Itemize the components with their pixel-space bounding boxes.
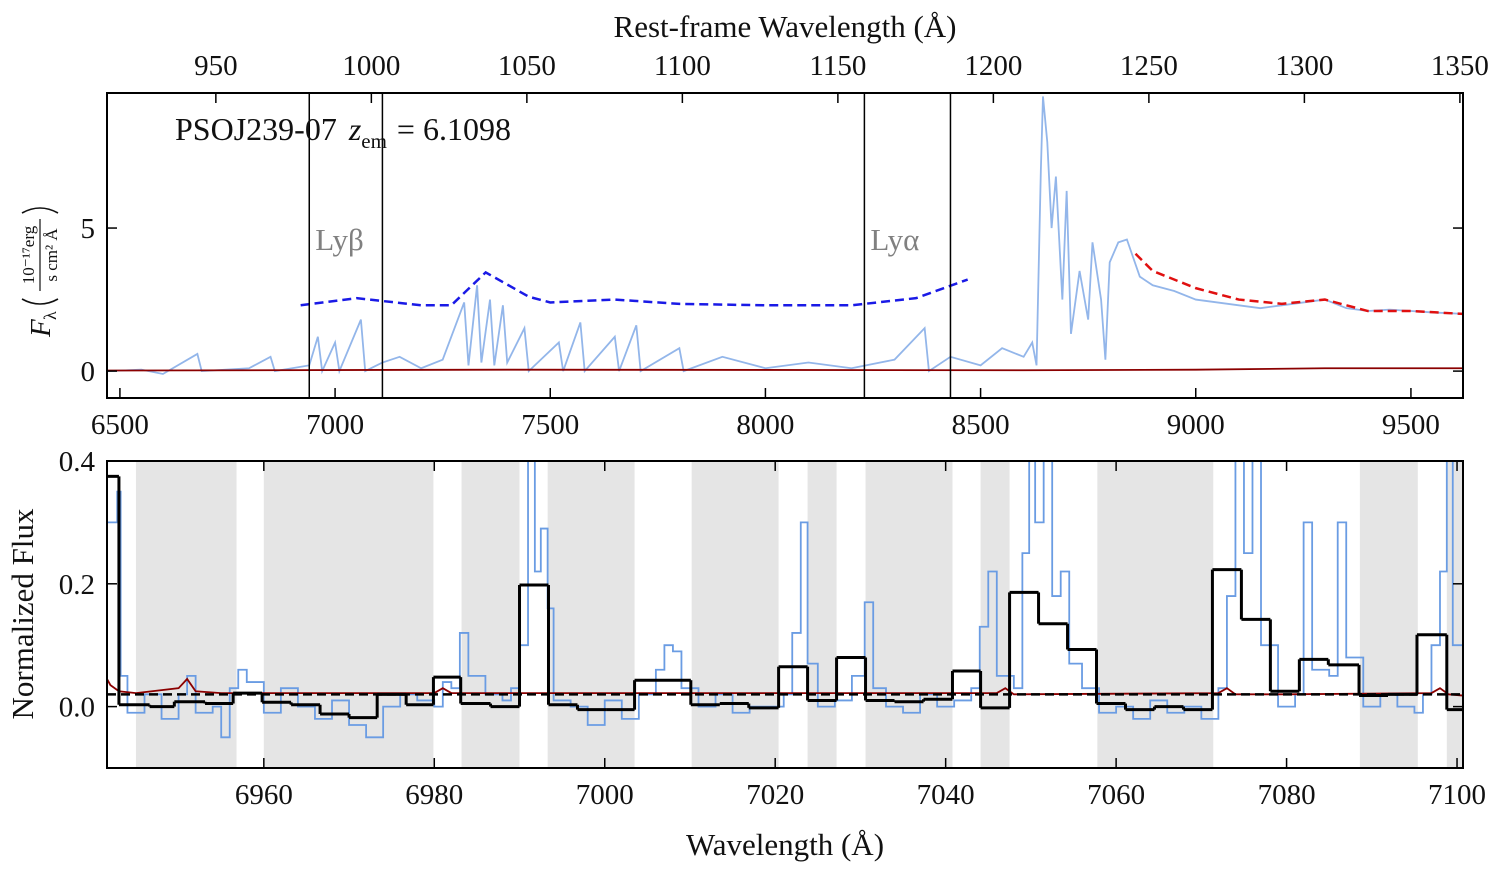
redshift-sub: em [361, 129, 387, 153]
x-tick-label: 7080 [1258, 779, 1316, 811]
redshift-symbol: z [348, 111, 362, 147]
x-tick-label: 7060 [1087, 779, 1145, 811]
x2-axis-label: Rest-frame Wavelength (Å) [614, 9, 957, 44]
quasar-name: PSOJ239-07 [175, 111, 337, 147]
y-tick-label: 0.0 [59, 692, 95, 724]
spectrum-line [107, 677, 1463, 697]
x-tick-label: 9000 [1167, 409, 1225, 441]
axes-frame [106, 460, 1464, 769]
masked-region [135, 461, 237, 768]
spectrum-line [107, 96, 1463, 375]
x-tick-label: 7500 [521, 409, 579, 441]
masked-region [461, 461, 520, 768]
y-tick-label: 0.4 [59, 446, 96, 478]
masked-region [807, 461, 837, 768]
y-label-sub: λ [40, 311, 60, 320]
x2-tick-label: 1200 [964, 50, 1022, 82]
x-tick-label: 7000 [576, 779, 634, 811]
plot-area [107, 96, 1463, 375]
spectrum-line [107, 461, 1463, 739]
masked-region [1446, 461, 1463, 768]
x-tick-label: 7040 [917, 779, 975, 811]
line-label: Lyα [870, 222, 919, 257]
axes-frame [106, 92, 1464, 399]
masked-region [691, 461, 779, 768]
x2-tick-label: 1350 [1431, 50, 1489, 82]
spectrum-line [1134, 252, 1463, 316]
x2-tick-label: 1050 [498, 50, 556, 82]
paren [21, 298, 59, 305]
masked-region [1359, 461, 1418, 768]
plot-area [107, 461, 1463, 768]
x-axis-label: Wavelength (Å) [686, 827, 884, 862]
y-label-num: 10⁻¹⁷erg [19, 225, 38, 284]
x2-tick-label: 1000 [342, 50, 400, 82]
x2-tick-label: 1150 [809, 50, 866, 82]
masked-region [547, 461, 635, 768]
x-tick-label: 6980 [405, 779, 463, 811]
redshift-value: = 6.1098 [397, 111, 511, 147]
masked-region [1097, 461, 1214, 768]
y-axis-label: Normalized Flux [5, 508, 40, 719]
y-label-den: s cm² Å [42, 228, 61, 282]
x-tick-label: 8500 [952, 409, 1010, 441]
masked-region [980, 461, 1010, 768]
x-tick-label: 7020 [746, 779, 804, 811]
y-tick-label: 0 [81, 356, 96, 388]
y-label-symbol: F [25, 319, 57, 338]
masked-region [865, 461, 953, 768]
paren [21, 207, 59, 214]
y-tick-label: 5 [81, 213, 96, 245]
x2-tick-label: 950 [194, 50, 238, 82]
y-axis-label: Fλ 10⁻¹⁷erg s cm² Å [19, 207, 61, 338]
y-tick-label: 0.2 [59, 569, 95, 601]
x-tick-label: 9500 [1382, 409, 1440, 441]
quasar-annotation: PSOJ239-07 zem = 6.1098 [175, 111, 511, 153]
line-label: Lyβ [315, 222, 364, 257]
x2-tick-label: 1100 [654, 50, 711, 82]
spectrum-line [107, 367, 1463, 372]
spectrum-line [300, 270, 969, 307]
x-tick-label: 8000 [736, 409, 794, 441]
x-tick-label: 7100 [1428, 779, 1486, 811]
x2-tick-label: 1250 [1120, 50, 1178, 82]
x-tick-label: 6960 [235, 779, 293, 811]
x2-tick-label: 1300 [1275, 50, 1333, 82]
x-tick-label: 6500 [91, 409, 149, 441]
x-tick-label: 7000 [306, 409, 364, 441]
